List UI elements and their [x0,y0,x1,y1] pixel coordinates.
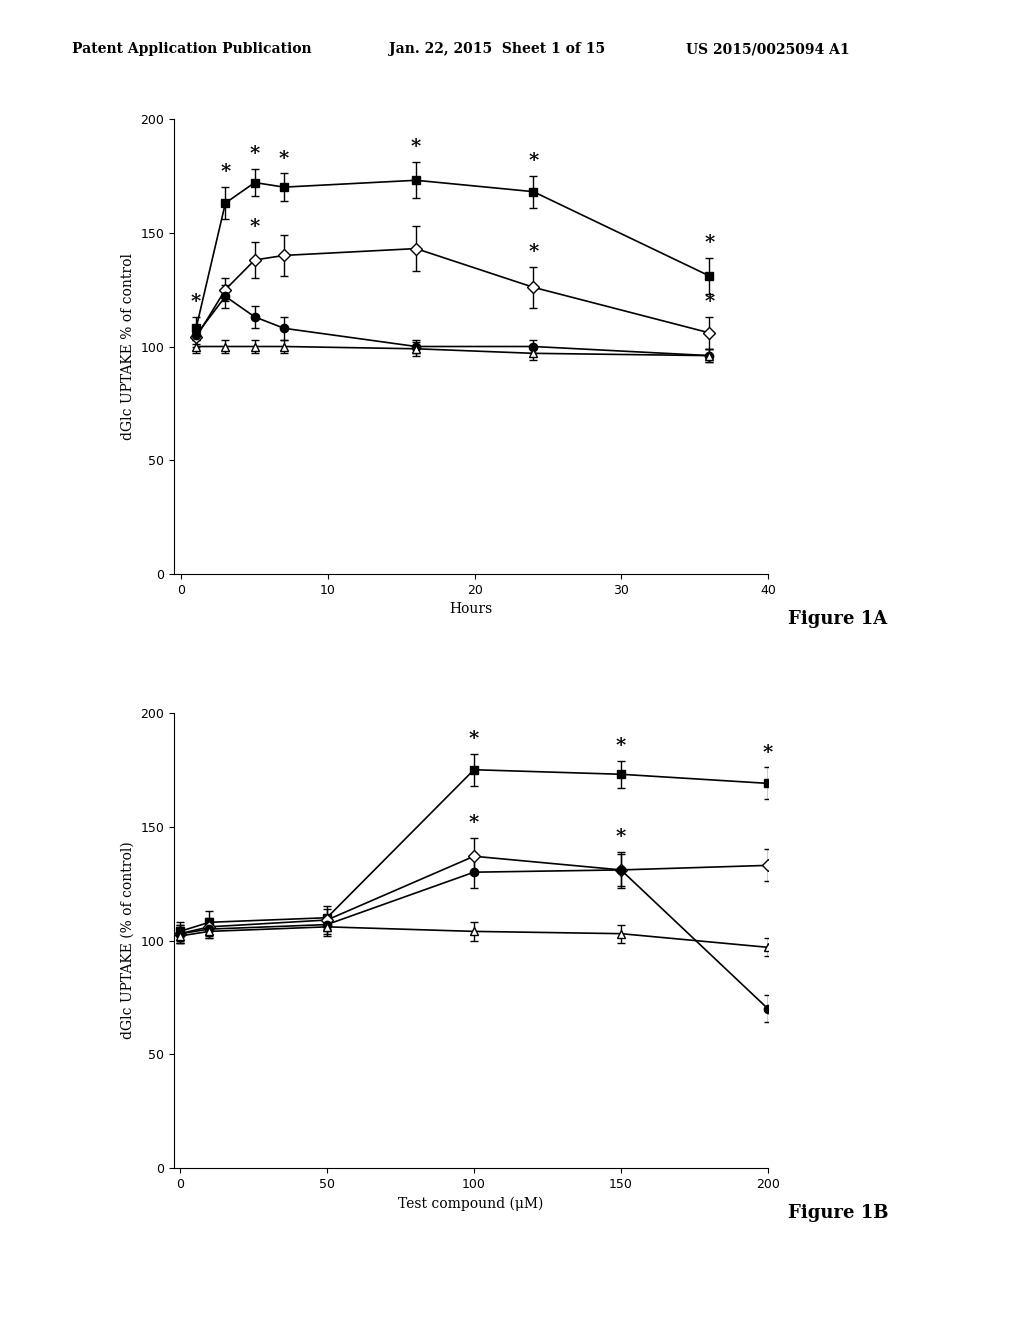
Text: *: * [528,243,539,261]
Text: Jan. 22, 2015  Sheet 1 of 15: Jan. 22, 2015 Sheet 1 of 15 [389,42,605,57]
Text: *: * [615,737,626,755]
Text: *: * [279,149,289,168]
Text: Figure 1A: Figure 1A [788,610,888,628]
Text: Figure 1B: Figure 1B [788,1204,889,1222]
Text: US 2015/0025094 A1: US 2015/0025094 A1 [686,42,850,57]
Text: *: * [190,293,201,312]
Text: *: * [220,164,230,181]
Text: *: * [615,828,626,846]
Text: *: * [250,218,260,236]
Text: *: * [705,293,715,312]
Text: *: * [705,234,715,252]
X-axis label: Test compound (μM): Test compound (μM) [398,1196,544,1210]
Text: *: * [528,152,539,170]
Text: *: * [469,730,479,748]
Y-axis label: dGlc UPTAKE (% of control): dGlc UPTAKE (% of control) [121,842,135,1039]
Y-axis label: dGlc UPTAKE % of control: dGlc UPTAKE % of control [121,253,135,440]
Text: *: * [469,814,479,833]
Text: *: * [763,743,773,762]
Text: Patent Application Publication: Patent Application Publication [72,42,311,57]
Text: *: * [250,145,260,164]
Text: *: * [411,139,421,156]
X-axis label: Hours: Hours [450,602,493,616]
